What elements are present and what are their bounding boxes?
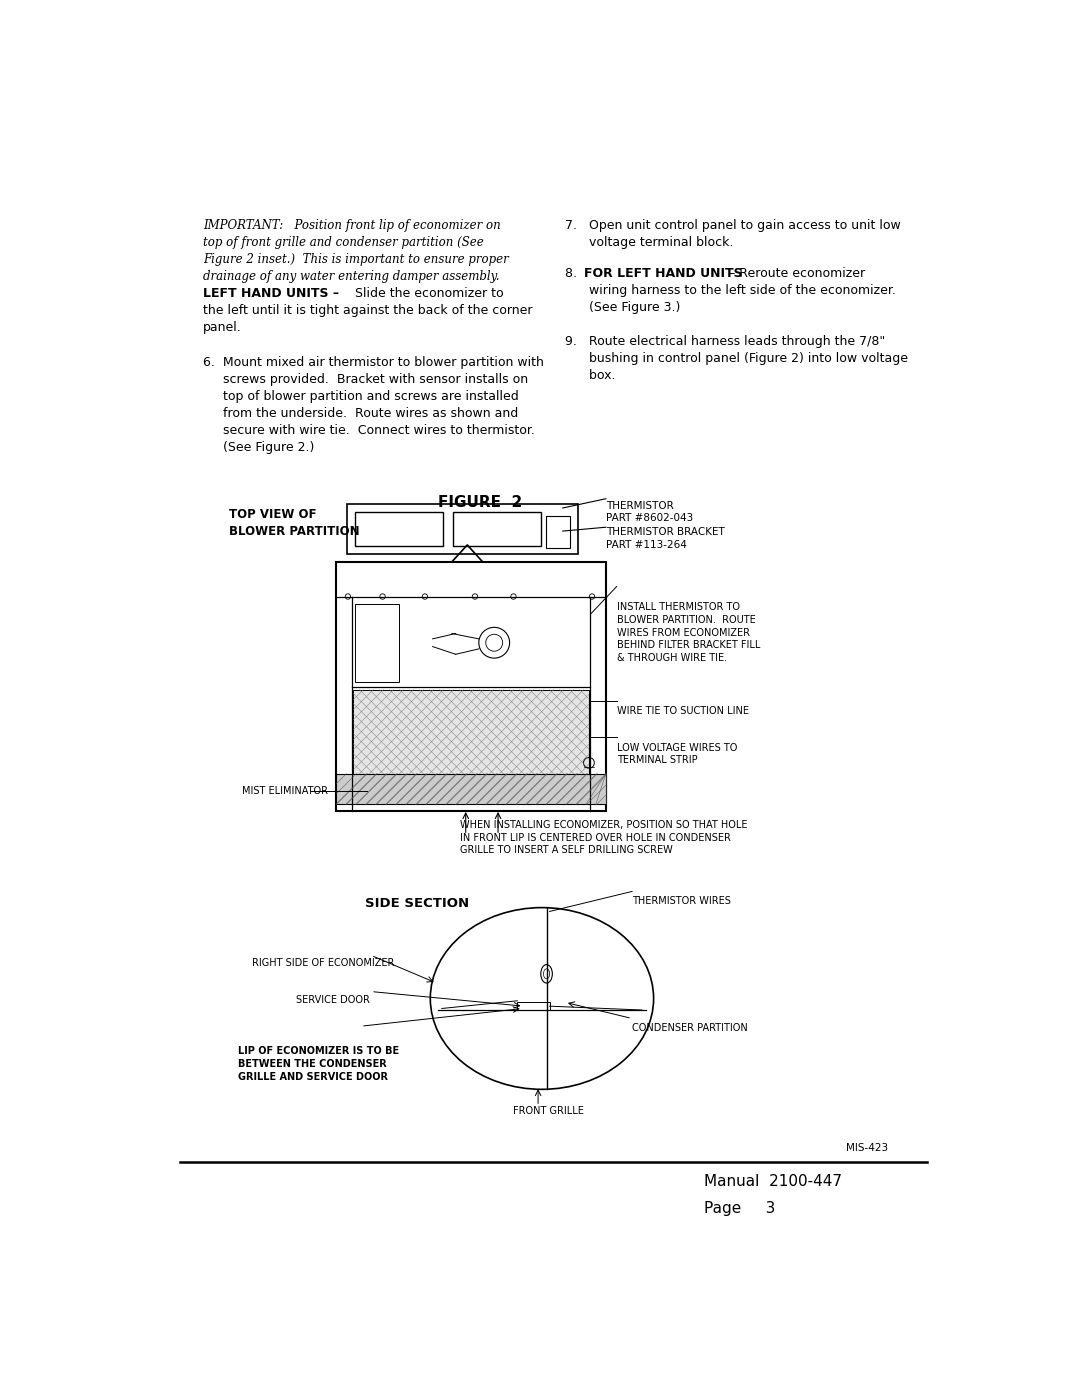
Text: 8.: 8.	[565, 267, 585, 279]
Text: MIS-423: MIS-423	[846, 1143, 888, 1154]
Text: TOP VIEW OF
BLOWER PARTITION: TOP VIEW OF BLOWER PARTITION	[229, 509, 360, 538]
Text: Page     3: Page 3	[704, 1201, 775, 1215]
Text: RIGHT SIDE OF ECONOMIZER: RIGHT SIDE OF ECONOMIZER	[252, 958, 394, 968]
Text: INSTALL THERMISTOR TO
BLOWER PARTITION.  ROUTE
WIRES FROM ECONOMIZER
BEHIND FILT: INSTALL THERMISTOR TO BLOWER PARTITION. …	[617, 602, 760, 664]
Text: wiring harness to the left side of the economizer.: wiring harness to the left side of the e…	[565, 284, 896, 298]
Text: MIST ELIMINATOR: MIST ELIMINATOR	[242, 785, 327, 795]
Text: WIRE TIE TO SUCTION LINE: WIRE TIE TO SUCTION LINE	[617, 705, 748, 715]
Text: SIDE SECTION: SIDE SECTION	[365, 897, 469, 909]
Polygon shape	[353, 690, 589, 774]
Text: THERMISTOR
PART #8602-043: THERMISTOR PART #8602-043	[606, 502, 693, 524]
Text: 9.   Route electrical harness leads through the 7/8": 9. Route electrical harness leads throug…	[565, 335, 886, 348]
Text: voltage terminal block.: voltage terminal block.	[565, 236, 733, 249]
Text: from the underside.  Route wires as shown and: from the underside. Route wires as shown…	[203, 407, 518, 420]
Text: box.: box.	[565, 369, 616, 381]
Text: FIGURE  2: FIGURE 2	[438, 495, 523, 510]
Text: SERVICE DOOR: SERVICE DOOR	[296, 995, 369, 1004]
Text: the left until it is tight against the back of the corner: the left until it is tight against the b…	[203, 305, 532, 317]
Text: top of blower partition and screws are installed: top of blower partition and screws are i…	[203, 390, 518, 404]
Text: Manual  2100-447: Manual 2100-447	[704, 1173, 841, 1189]
Text: (See Figure 2.): (See Figure 2.)	[203, 441, 314, 454]
Text: FRONT GRILLE: FRONT GRILLE	[513, 1106, 583, 1116]
Text: IMPORTANT:   Position front lip of economizer on
top of front grille and condens: IMPORTANT: Position front lip of economi…	[203, 219, 509, 284]
Text: screws provided.  Bracket with sensor installs on: screws provided. Bracket with sensor ins…	[203, 373, 528, 386]
Text: – Reroute economizer: – Reroute economizer	[725, 267, 865, 279]
Text: FOR LEFT HAND UNITS: FOR LEFT HAND UNITS	[584, 267, 743, 279]
Text: THERMISTOR BRACKET
PART #113-264: THERMISTOR BRACKET PART #113-264	[606, 527, 725, 549]
Text: 7.   Open unit control panel to gain access to unit low: 7. Open unit control panel to gain acces…	[565, 219, 901, 232]
Text: LIP OF ECONOMIZER IS TO BE
BETWEEN THE CONDENSER
GRILLE AND SERVICE DOOR: LIP OF ECONOMIZER IS TO BE BETWEEN THE C…	[238, 1046, 399, 1081]
Text: panel.: panel.	[203, 321, 242, 334]
Text: bushing in control panel (Figure 2) into low voltage: bushing in control panel (Figure 2) into…	[565, 352, 908, 365]
Text: 6.  Mount mixed air thermistor to blower partition with: 6. Mount mixed air thermistor to blower …	[203, 356, 544, 369]
Text: Slide the economizer to: Slide the economizer to	[351, 286, 503, 300]
Text: secure with wire tie.  Connect wires to thermistor.: secure with wire tie. Connect wires to t…	[203, 425, 535, 437]
Text: LEFT HAND UNITS –: LEFT HAND UNITS –	[203, 286, 339, 300]
Polygon shape	[336, 774, 606, 805]
Text: THERMISTOR WIRES: THERMISTOR WIRES	[632, 895, 731, 907]
Text: CONDENSER PARTITION: CONDENSER PARTITION	[632, 1023, 747, 1034]
Text: (See Figure 3.): (See Figure 3.)	[565, 300, 680, 314]
Text: LOW VOLTAGE WIRES TO
TERMINAL STRIP: LOW VOLTAGE WIRES TO TERMINAL STRIP	[617, 743, 737, 766]
Text: WHEN INSTALLING ECONOMIZER, POSITION SO THAT HOLE
IN FRONT LIP IS CENTERED OVER : WHEN INSTALLING ECONOMIZER, POSITION SO …	[460, 820, 747, 855]
